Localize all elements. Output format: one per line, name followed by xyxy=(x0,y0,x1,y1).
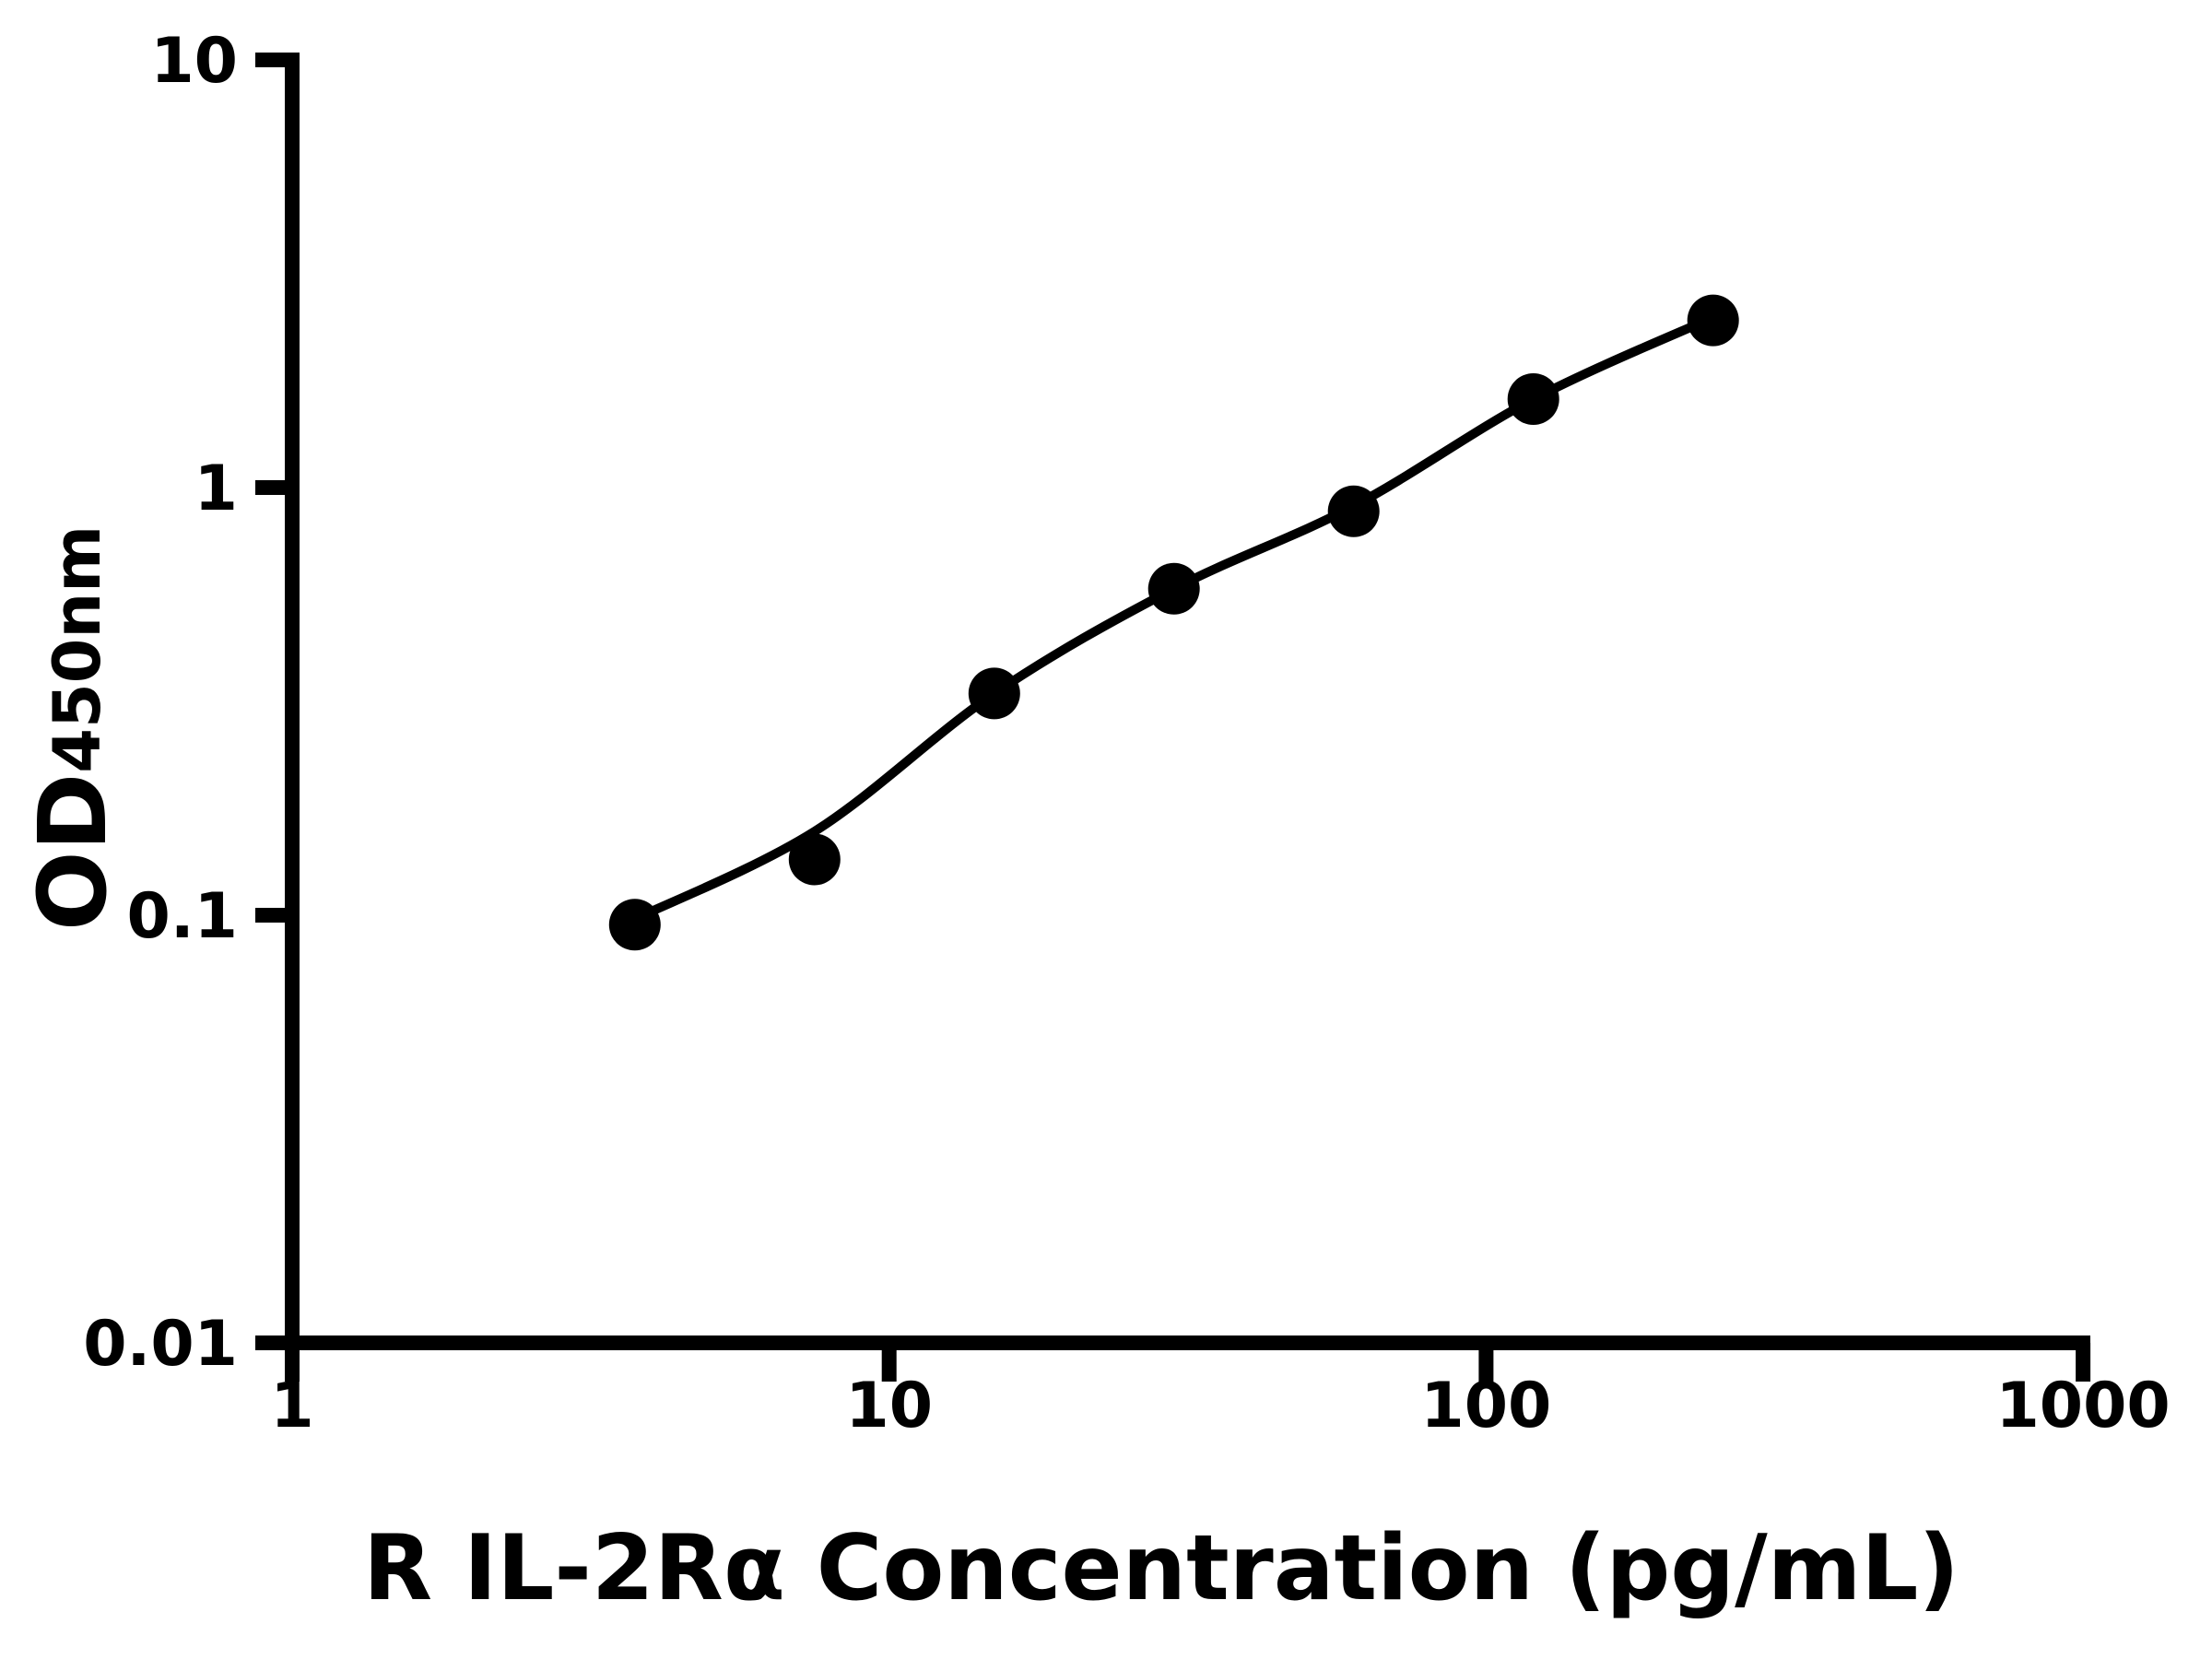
x-tick-label-1: 1 xyxy=(270,1370,313,1442)
y-tick-label-1: 1 xyxy=(194,453,238,525)
data-point-4 xyxy=(1147,562,1200,615)
data-point-3 xyxy=(968,667,1020,720)
y-tick-label-0.01: 0.01 xyxy=(83,1308,238,1381)
x-tick-label-1000: 1000 xyxy=(1995,1370,2170,1442)
x-axis-ticks: 1 10 100 1000 xyxy=(270,1343,2171,1442)
x-tick-label-100: 100 xyxy=(1420,1370,1551,1442)
y-axis-title-main: OD xyxy=(18,773,128,931)
x-axis-title: R IL-2Rα Concentration (pg/mL) xyxy=(363,1516,1959,1621)
x-tick-label-10: 10 xyxy=(845,1370,933,1442)
data-point-5 xyxy=(1327,485,1380,537)
y-axis-title: OD450nm xyxy=(18,525,128,931)
y-tick-label-0.1: 0.1 xyxy=(127,880,238,953)
data-point-2 xyxy=(788,833,841,886)
data-point-markers xyxy=(608,294,1739,951)
data-point-6 xyxy=(1507,373,1559,425)
y-tick-label-10: 10 xyxy=(150,25,238,98)
y-axis-title-sub: 450nm xyxy=(40,525,115,773)
data-point-7 xyxy=(1687,294,1739,347)
data-point-1 xyxy=(608,899,661,951)
